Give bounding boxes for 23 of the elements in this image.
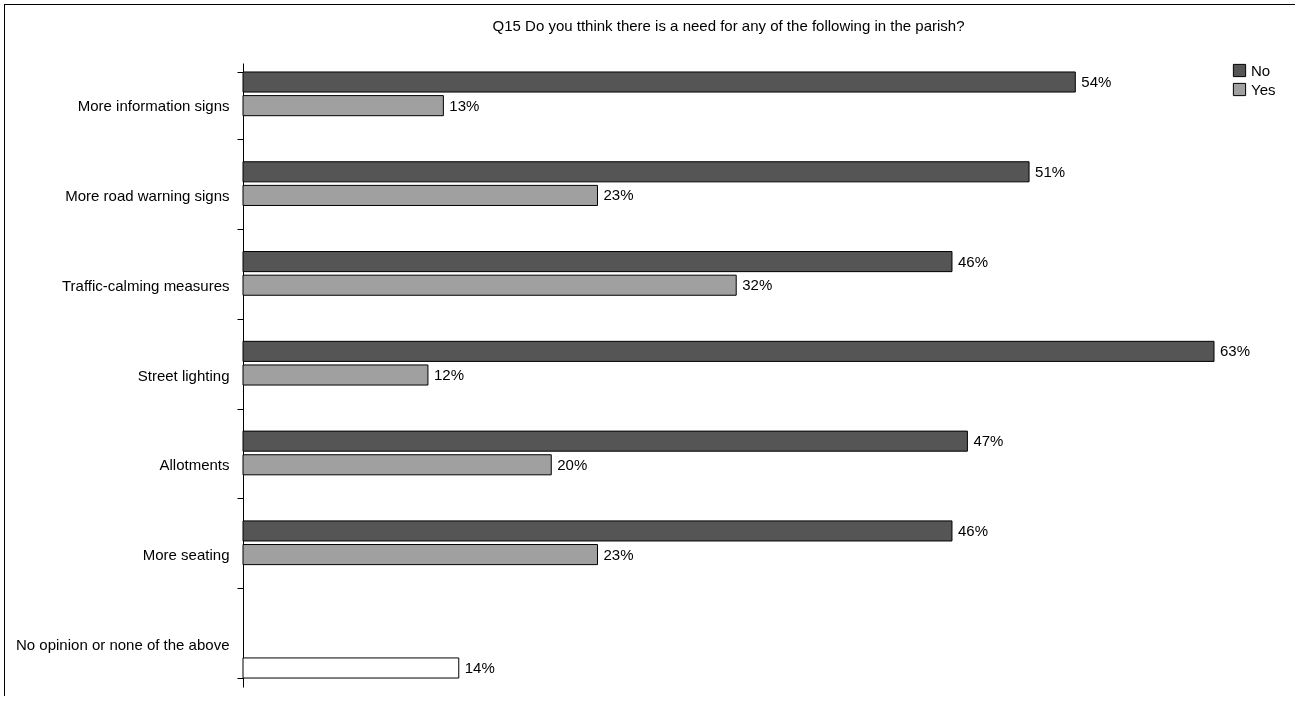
data-label: 14% — [464, 658, 495, 676]
y-tick-label: No opinion or none of the above — [16, 635, 230, 653]
data-label: 32% — [742, 276, 773, 294]
y-tick-label: More road warning signs — [65, 186, 230, 204]
data-label: 23% — [603, 186, 634, 204]
data-label: 63% — [1220, 342, 1251, 360]
data-label: 12% — [433, 366, 464, 383]
y-tick-label: More information signs — [77, 97, 230, 115]
data-label: 54% — [1081, 73, 1112, 91]
legend-label: Yes — [1251, 80, 1276, 98]
legend-label: No — [1251, 61, 1271, 79]
chart-title: Q15 Do you tthink there is a need for any of the following in the parish? — [492, 17, 965, 34]
data-label: 20% — [557, 455, 588, 473]
data-label: 13% — [449, 96, 480, 114]
data-label: 23% — [603, 545, 634, 563]
data-label: 46% — [957, 521, 989, 539]
y-tick-label: Traffic-calming measures — [61, 276, 230, 294]
y-tick-label: Allotments — [159, 456, 230, 474]
data-label: 51% — [1035, 162, 1066, 180]
data-label: 47% — [973, 432, 1004, 450]
data-label: 46% — [957, 252, 989, 270]
y-tick-label: Street lighting — [137, 366, 230, 384]
y-tick-label: More seating — [142, 546, 230, 564]
